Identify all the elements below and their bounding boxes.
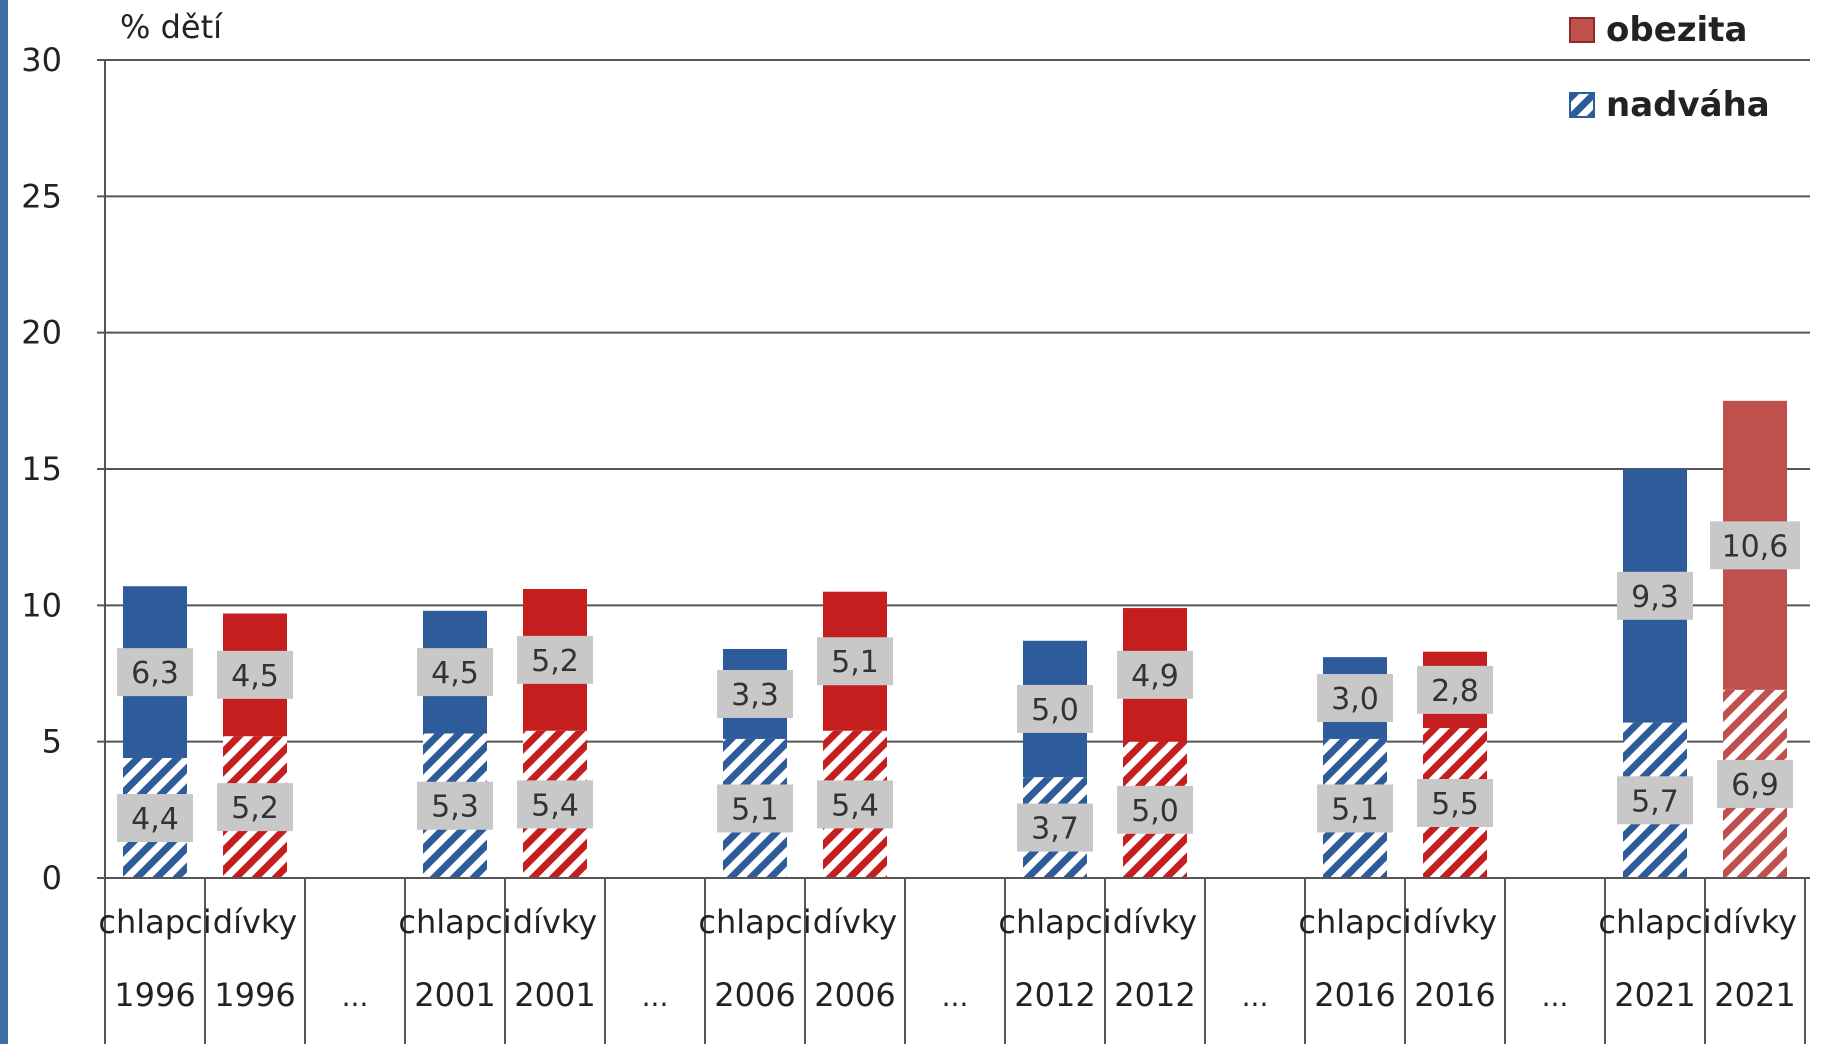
gridlines — [97, 59, 1810, 879]
legend-label-nadvaha: nadváha — [1606, 85, 1770, 125]
y-tick-label: 0 — [42, 859, 62, 897]
y-tick-label: 20 — [21, 314, 62, 352]
x-group-separator: ... — [642, 980, 669, 1013]
data-label-nadvaha: 5,1 — [1331, 792, 1379, 827]
x-axis: chlapci1996dívky1996chlapci2001dívky2001… — [98, 877, 1810, 1044]
y-axis-label: % dětí — [120, 8, 223, 46]
legend-label-obezita: obezita — [1606, 10, 1747, 50]
x-tick-label-year: 2012 — [1114, 976, 1195, 1014]
data-label-obezita-box — [1417, 665, 1493, 714]
legend-swatch-nadvaha — [1569, 92, 1595, 118]
data-label-obezita-box — [517, 635, 593, 684]
data-label-obezita: 6,3 — [131, 656, 179, 691]
x-tick-label-year: 2006 — [714, 976, 795, 1014]
data-label-obezita: 9,3 — [1631, 580, 1679, 615]
data-label-obezita: 10,6 — [1722, 529, 1789, 564]
data-label-obezita: 2,8 — [1431, 674, 1479, 709]
data-label-nadvaha-box — [217, 783, 293, 832]
data-label-nadvaha-box — [417, 781, 493, 830]
x-tick-label-sex: chlapci — [1298, 903, 1411, 941]
x-tick-label-sex: chlapci — [98, 903, 211, 941]
legend: obezita nadváha — [1569, 10, 1770, 125]
data-label-nadvaha-box — [1117, 785, 1193, 834]
data-label-obezita-box — [1317, 674, 1393, 723]
x-tick-label-sex: dívky — [1113, 903, 1197, 941]
data-label-obezita: 5,2 — [531, 644, 579, 679]
x-tick-label-year: 1996 — [114, 976, 195, 1014]
data-label-obezita-box — [417, 648, 493, 697]
data-label-obezita-box — [1710, 521, 1800, 570]
data-label-nadvaha-box — [1017, 803, 1093, 852]
y-tick-label: 30 — [21, 41, 62, 79]
x-tick-label-sex: chlapci — [698, 903, 811, 941]
x-tick-label-year: 2021 — [1614, 976, 1695, 1014]
x-tick-label-sex: chlapci — [1598, 903, 1711, 941]
x-tick-label-sex: dívky — [513, 903, 597, 941]
x-tick-label-year: 2021 — [1714, 976, 1795, 1014]
y-tick-label: 25 — [21, 177, 62, 215]
y-tick-label: 10 — [21, 586, 62, 624]
x-tick-label-year: 2006 — [814, 976, 895, 1014]
data-label-nadvaha: 5,2 — [231, 791, 279, 826]
x-tick-label-year: 2001 — [514, 976, 595, 1014]
data-label-nadvaha-box — [517, 780, 593, 829]
data-label-obezita: 3,0 — [1331, 682, 1379, 717]
x-group-separator: ... — [942, 980, 969, 1013]
data-label-nadvaha-box — [1417, 779, 1493, 828]
x-tick-label-sex: chlapci — [998, 903, 1111, 941]
data-label-obezita-box — [717, 669, 793, 718]
data-label-obezita-box — [217, 650, 293, 699]
y-tick-labels: 0 5 10 15 20 25 30 — [21, 41, 62, 897]
data-label-nadvaha: 5,3 — [431, 790, 479, 825]
data-labels: 4,4 6,3 5,2 4,5 5,3 4,5 5,4 5,2 5,1 3,3 5,4 5,1 3,7 5… — [117, 521, 1800, 852]
data-label-obezita: 4,9 — [1131, 659, 1179, 694]
x-tick-label-year: 2012 — [1014, 976, 1095, 1014]
x-group-separator: ... — [1542, 980, 1569, 1013]
data-label-obezita: 5,1 — [831, 645, 879, 680]
data-label-nadvaha: 4,4 — [131, 802, 179, 837]
data-label-nadvaha: 3,7 — [1031, 812, 1079, 847]
data-label-nadvaha: 5,0 — [1131, 794, 1179, 829]
data-label-nadvaha: 5,4 — [831, 788, 879, 823]
data-label-obezita: 4,5 — [231, 659, 279, 694]
data-label-obezita-box — [1617, 571, 1693, 620]
left-edge-bar — [0, 0, 8, 1044]
x-tick-label-year: 1996 — [214, 976, 295, 1014]
data-label-nadvaha: 5,5 — [1431, 787, 1479, 822]
x-tick-label-sex: chlapci — [398, 903, 511, 941]
x-tick-label-year: 2016 — [1414, 976, 1495, 1014]
y-tick-label: 15 — [21, 450, 62, 488]
bars — [123, 400, 1787, 878]
data-label-obezita-box — [817, 637, 893, 686]
data-label-obezita-box — [1017, 684, 1093, 733]
x-tick-label-year: 2001 — [414, 976, 495, 1014]
x-tick-label-year: 2016 — [1314, 976, 1395, 1014]
y-tick-label: 5 — [42, 723, 62, 761]
data-label-obezita: 4,5 — [431, 656, 479, 691]
data-label-nadvaha: 5,7 — [1631, 784, 1679, 819]
data-label-nadvaha-box — [1617, 776, 1693, 825]
x-tick-label-sex: dívky — [1713, 903, 1797, 941]
data-label-nadvaha-box — [1317, 784, 1393, 833]
data-label-nadvaha-box — [1717, 759, 1793, 808]
data-label-obezita-box — [1117, 650, 1193, 699]
data-label-nadvaha-box — [817, 780, 893, 829]
x-group-separator: ... — [342, 980, 369, 1013]
data-label-nadvaha: 6,9 — [1731, 768, 1779, 803]
data-label-nadvaha: 5,1 — [731, 792, 779, 827]
x-group-separator: ... — [1242, 980, 1269, 1013]
x-tick-label-sex: dívky — [813, 903, 897, 941]
data-label-obezita: 3,3 — [731, 678, 779, 713]
data-label-obezita: 5,0 — [1031, 693, 1079, 728]
data-label-nadvaha-box — [717, 784, 793, 833]
data-label-nadvaha-box — [117, 794, 193, 843]
x-tick-label-sex: dívky — [213, 903, 297, 941]
data-label-nadvaha: 5,4 — [531, 788, 579, 823]
x-tick-label-sex: dívky — [1413, 903, 1497, 941]
data-label-obezita-box — [117, 648, 193, 697]
legend-swatch-obezita — [1569, 17, 1595, 43]
